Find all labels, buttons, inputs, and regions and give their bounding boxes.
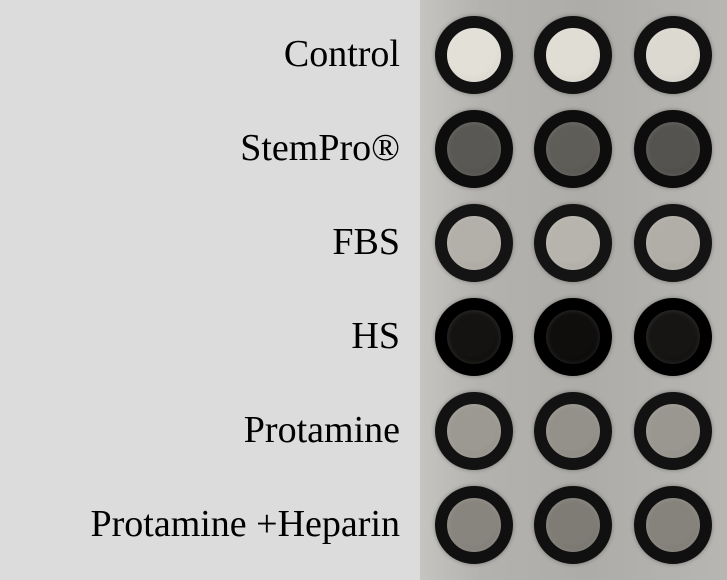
well <box>534 110 612 188</box>
row-label: FBS <box>0 223 400 263</box>
well <box>435 16 513 94</box>
well-row <box>424 110 723 188</box>
well <box>435 486 513 564</box>
well-row <box>424 392 723 470</box>
well <box>634 392 712 470</box>
well <box>534 16 612 94</box>
well <box>534 392 612 470</box>
well <box>634 16 712 94</box>
row-label: Protamine <box>0 411 400 451</box>
well <box>435 110 513 188</box>
well <box>435 392 513 470</box>
well-row <box>424 298 723 376</box>
row-label: HS <box>0 317 400 357</box>
well <box>534 298 612 376</box>
well-row <box>424 486 723 564</box>
row-label: StemPro® <box>0 129 400 169</box>
well <box>435 298 513 376</box>
well <box>634 110 712 188</box>
figure-root: Control StemPro® FBS HS Protamine Protam… <box>0 0 727 580</box>
row-label: Protamine +Heparin <box>0 505 400 545</box>
well-plate <box>420 0 727 580</box>
well <box>534 204 612 282</box>
well-row <box>424 16 723 94</box>
well <box>534 486 612 564</box>
row-label: Control <box>0 35 400 75</box>
labels-panel: Control StemPro® FBS HS Protamine Protam… <box>0 0 420 580</box>
well <box>435 204 513 282</box>
well <box>634 204 712 282</box>
well <box>634 298 712 376</box>
well-row <box>424 204 723 282</box>
well <box>634 486 712 564</box>
